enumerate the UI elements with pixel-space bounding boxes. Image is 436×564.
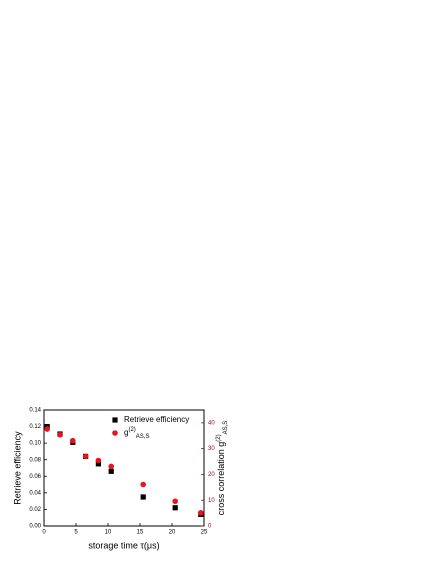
- y2-tick-label: 30: [208, 446, 215, 452]
- legend-label: g(2)AS,S: [124, 427, 149, 440]
- legend-label-sup: (2): [128, 427, 135, 433]
- data-point: [108, 468, 114, 474]
- y-tick-label: 0.14: [29, 408, 41, 414]
- y2-axis-label: cross correlation g(2)AS,S: [216, 421, 229, 516]
- legend-marker: [112, 417, 118, 423]
- data-point: [172, 498, 178, 505]
- legend-label-main: g: [124, 428, 128, 437]
- plot-frame: [43, 409, 205, 527]
- data-point: [172, 505, 178, 511]
- x-tick-label: 0: [42, 530, 46, 536]
- x-tick-label: 25: [201, 530, 208, 536]
- data-point: [44, 426, 50, 432]
- x-tick-label: 20: [169, 530, 176, 536]
- y2-tick-label: 40: [208, 420, 215, 426]
- data-point: [108, 463, 114, 470]
- y-tick-label: 0.02: [29, 507, 41, 513]
- x-tick-label: 15: [137, 530, 144, 536]
- y2-axis-label-main: cross correlation g: [216, 442, 226, 516]
- y2-axis-label-sub: AS,S: [223, 421, 229, 435]
- y2-tick-label: 0: [208, 524, 212, 530]
- y2-tick-label: 20: [208, 472, 215, 478]
- data-point: [140, 494, 146, 500]
- y-tick-label: 0.10: [29, 441, 41, 447]
- legend-label: Retrieve efficiency: [124, 415, 189, 424]
- data-point: [70, 437, 76, 444]
- x-tick-label: 10: [105, 530, 112, 536]
- y2-tick-label: 10: [208, 498, 215, 504]
- y-tick-label: 0.08: [29, 457, 41, 463]
- y-tick-label: 0.00: [29, 524, 41, 530]
- data-point: [140, 481, 146, 488]
- data-point: [82, 453, 89, 460]
- legend-label-main: Retrieve efficiency: [124, 415, 189, 424]
- data-point: [95, 461, 101, 467]
- data-point: [95, 457, 102, 464]
- x-tick-label: 5: [74, 530, 78, 536]
- y-tick-label: 0.12: [29, 424, 41, 430]
- x-axis-label: storage time τ(μs): [88, 540, 159, 550]
- data-point: [57, 431, 63, 438]
- y-axis-label: Retrieve efficiency: [12, 431, 22, 505]
- y-tick-label: 0.06: [29, 474, 41, 480]
- legend-marker: [112, 430, 118, 436]
- legend-label-sub: AS,S: [136, 434, 150, 440]
- y-tick-label: 0.04: [29, 490, 41, 496]
- data-point: [198, 510, 204, 516]
- y2-axis-label-sup: (2): [216, 434, 222, 441]
